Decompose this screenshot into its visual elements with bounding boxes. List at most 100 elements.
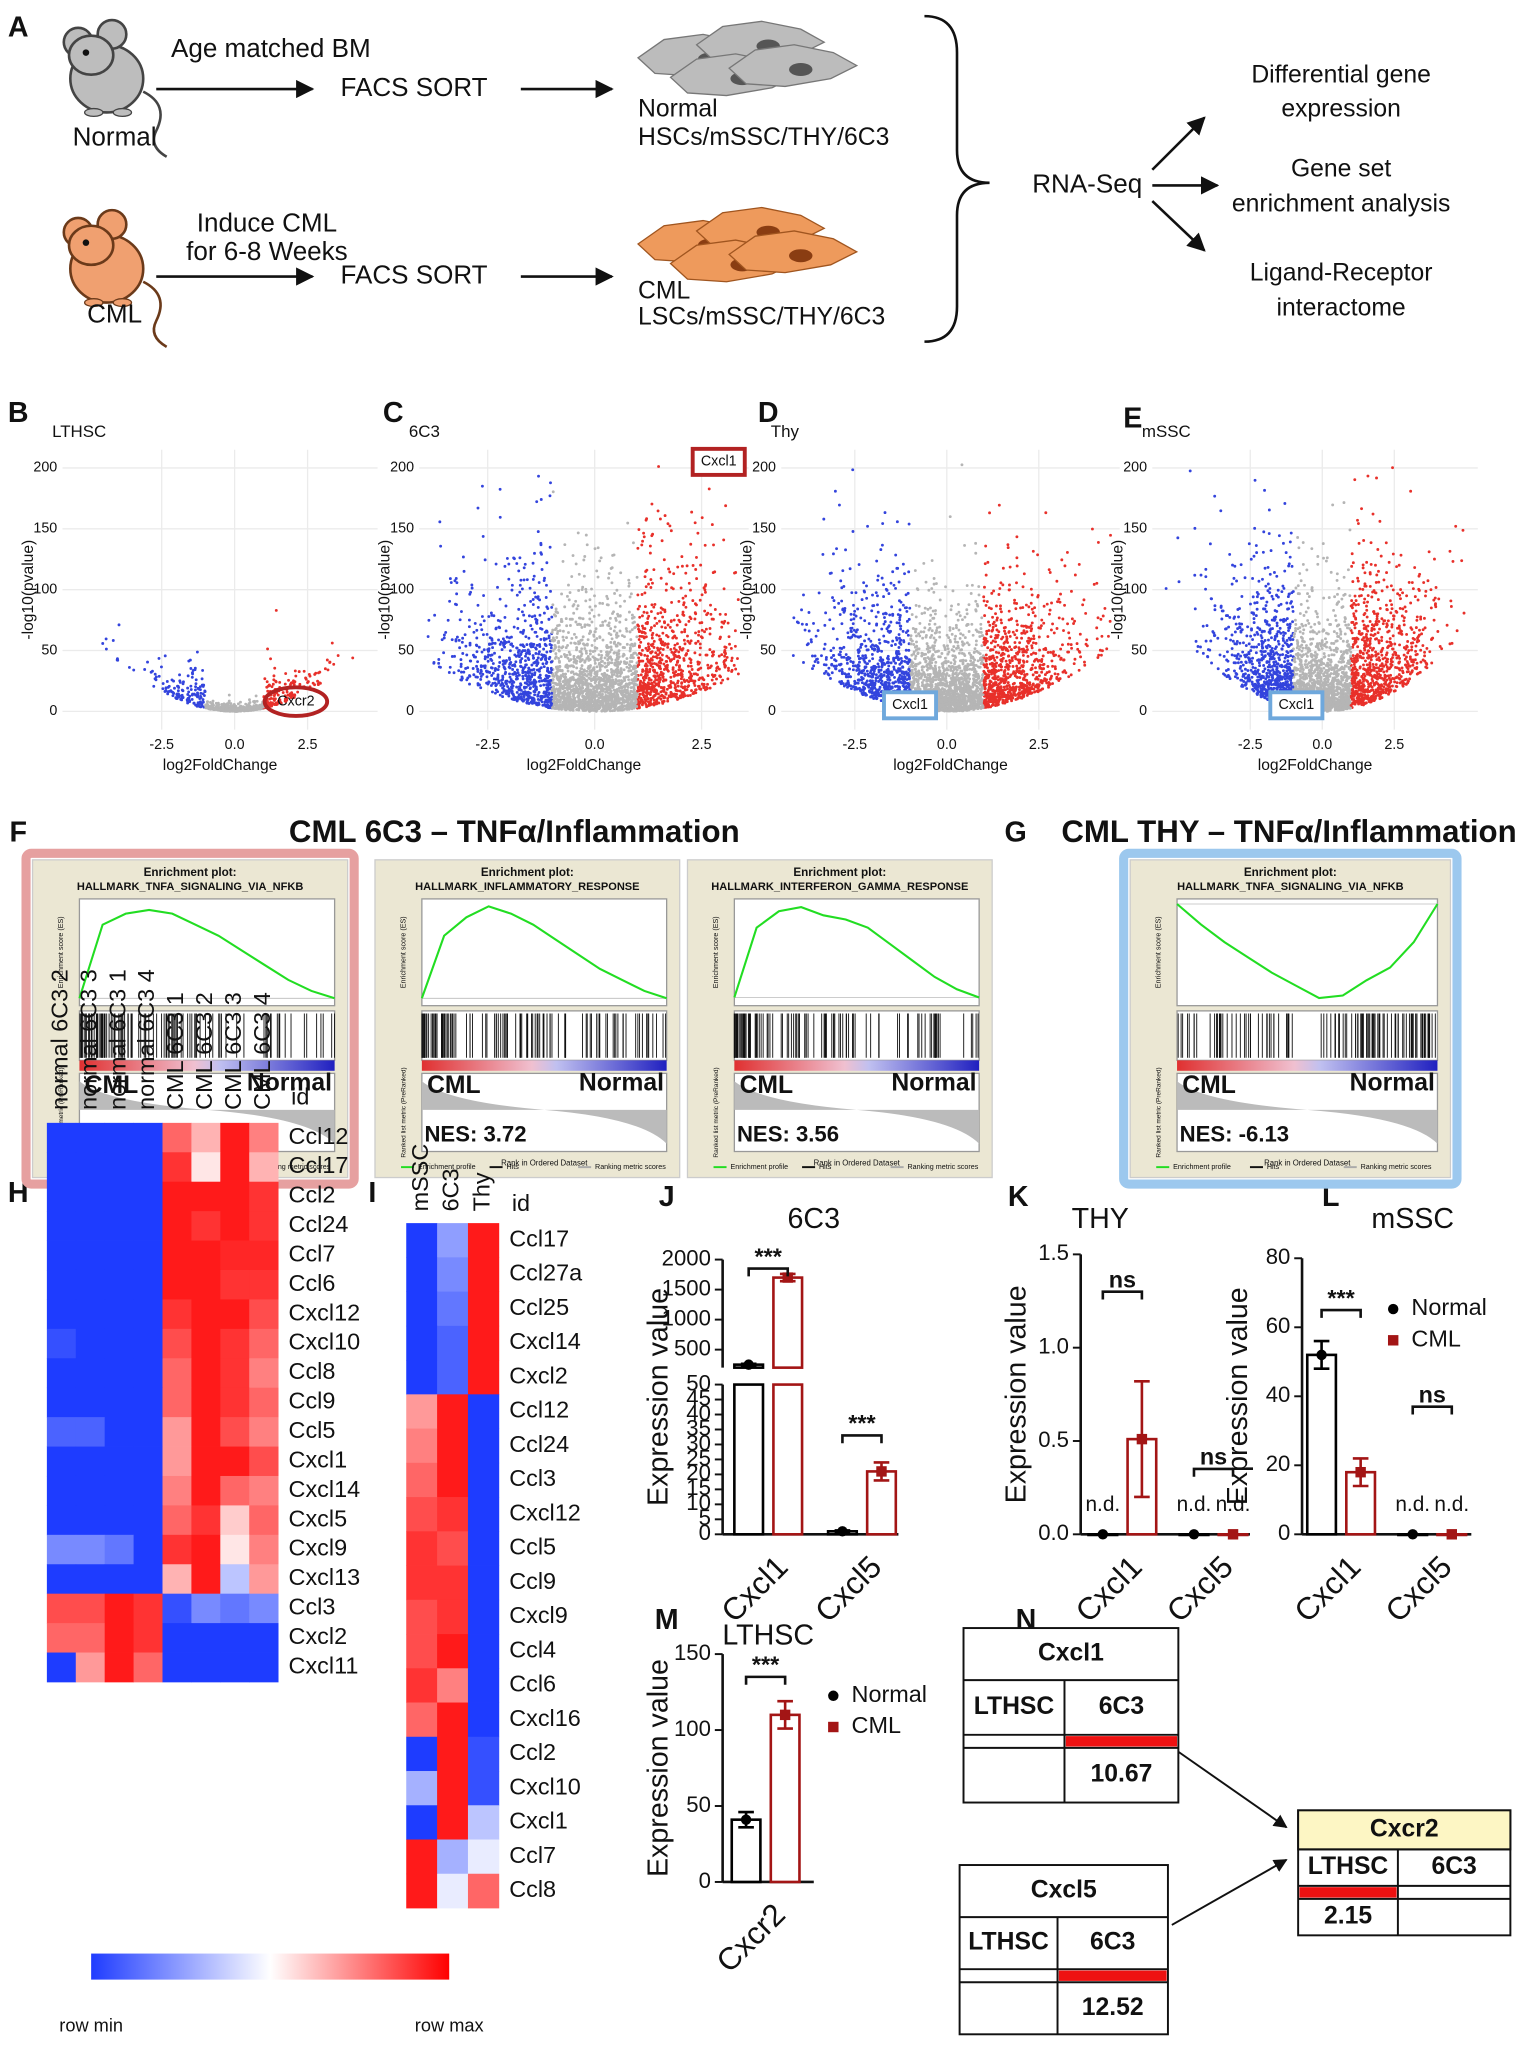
y-tick-label: 0 <box>768 703 776 719</box>
point <box>637 656 640 659</box>
point <box>564 675 567 678</box>
point <box>552 490 555 493</box>
point <box>693 682 696 685</box>
point <box>542 684 545 687</box>
point <box>479 678 482 681</box>
point <box>578 685 581 688</box>
point <box>721 621 724 624</box>
point <box>677 619 680 622</box>
point <box>581 588 584 591</box>
point <box>724 504 727 507</box>
point <box>524 649 527 652</box>
point <box>468 674 471 677</box>
point <box>670 601 673 604</box>
point <box>486 656 489 659</box>
point <box>684 689 687 692</box>
point <box>545 644 548 647</box>
point <box>191 693 194 696</box>
point <box>1078 669 1081 672</box>
point <box>501 648 504 651</box>
point <box>455 638 458 641</box>
point <box>931 559 934 562</box>
point <box>665 655 668 658</box>
point <box>871 594 874 597</box>
point <box>585 590 588 593</box>
point <box>501 695 504 698</box>
point <box>585 534 588 537</box>
point <box>636 661 639 664</box>
panel-label: B <box>8 397 29 429</box>
point <box>201 704 204 707</box>
point <box>648 668 651 671</box>
point <box>635 705 638 708</box>
point <box>618 690 621 693</box>
point <box>641 593 644 596</box>
point <box>516 675 519 678</box>
point <box>583 575 586 578</box>
point <box>638 605 641 608</box>
point <box>1012 631 1015 634</box>
point <box>675 689 678 692</box>
point <box>594 605 597 608</box>
point <box>529 687 532 690</box>
point <box>1032 641 1035 644</box>
point <box>645 585 648 588</box>
point <box>666 664 669 667</box>
point <box>618 709 621 712</box>
point <box>593 639 596 642</box>
x-tick-label: 0.0 <box>585 737 605 753</box>
point <box>661 640 664 643</box>
point <box>602 639 605 642</box>
point <box>522 667 525 670</box>
point <box>518 685 521 688</box>
point <box>227 708 230 711</box>
point <box>677 650 680 653</box>
point <box>695 577 698 580</box>
point <box>610 661 613 664</box>
point <box>196 691 199 694</box>
point <box>1109 534 1112 537</box>
point <box>633 626 636 629</box>
point <box>528 614 531 617</box>
point <box>576 607 579 610</box>
point <box>477 507 480 510</box>
point <box>588 618 591 621</box>
point <box>554 644 557 647</box>
point <box>609 617 612 620</box>
point <box>499 516 502 519</box>
point <box>586 644 589 647</box>
point <box>516 677 519 680</box>
point <box>582 559 585 562</box>
point <box>633 644 636 647</box>
point <box>646 691 649 694</box>
point <box>633 621 636 624</box>
point <box>1097 616 1100 619</box>
point <box>958 611 961 614</box>
point <box>515 562 518 565</box>
point <box>650 643 653 646</box>
point <box>337 654 340 657</box>
point <box>324 667 327 670</box>
point <box>573 633 576 636</box>
point <box>560 593 563 596</box>
point <box>490 674 493 677</box>
point <box>517 608 520 611</box>
point <box>533 591 536 594</box>
point <box>730 647 733 650</box>
point <box>583 625 586 628</box>
point <box>485 670 488 673</box>
point <box>676 614 679 617</box>
point <box>599 657 602 660</box>
point <box>630 643 633 646</box>
point <box>555 610 558 613</box>
point <box>524 674 527 677</box>
point <box>651 637 654 640</box>
point <box>602 696 605 699</box>
point <box>708 487 711 490</box>
arrow <box>1178 1752 1286 1828</box>
point <box>584 673 587 676</box>
point <box>627 579 630 582</box>
point <box>590 700 593 703</box>
point <box>516 627 519 630</box>
point <box>475 665 478 668</box>
